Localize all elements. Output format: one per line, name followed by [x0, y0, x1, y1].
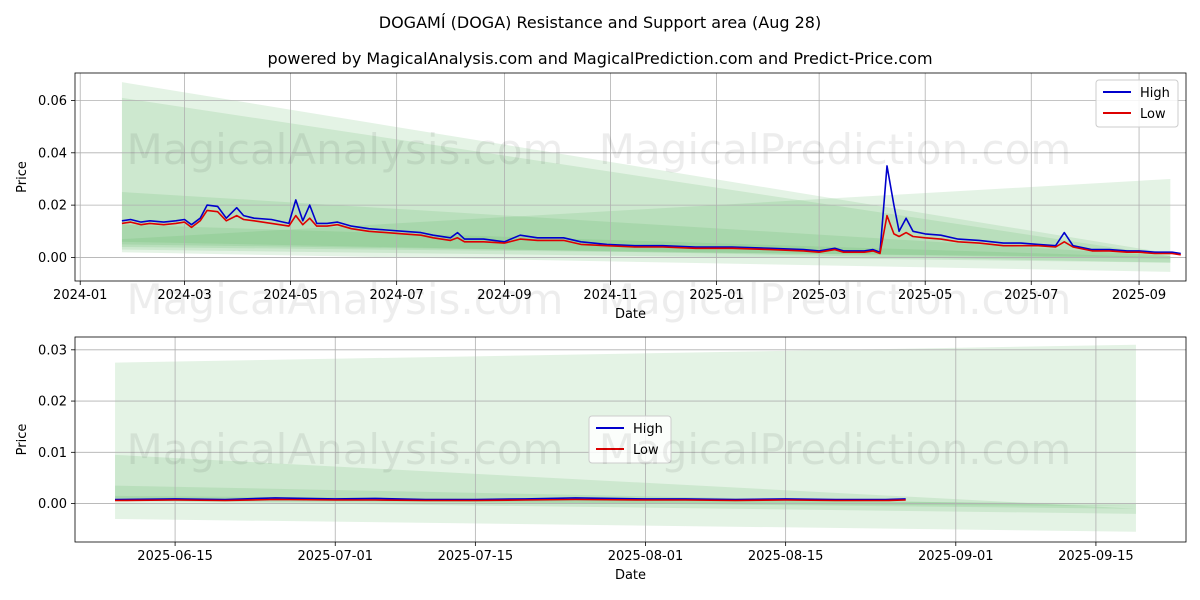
x-axis-label: Date	[615, 307, 646, 322]
legend-label-high: High	[633, 422, 663, 437]
x-tick-label: 2024-07	[369, 288, 423, 303]
legend: High Low	[1095, 79, 1179, 128]
chart-subtitle: powered by MagicalAnalysis.com and Magic…	[267, 49, 932, 68]
x-tick-label: 2024-01	[53, 288, 107, 303]
bottom-panel: 2025-06-15 2025-07-01 2025-07-15 2025-08-01…	[15, 336, 1187, 583]
watermark-text: MagicalPrediction.com	[599, 275, 1072, 324]
top-panel: 2024-01 2024-03 2024-05 2024-07 2024-09 2024-…	[15, 72, 1187, 322]
band-area-4	[121, 178, 1171, 272]
series-line-low	[121, 209, 1181, 256]
x-tick-label: 2025-03	[792, 288, 846, 303]
y-tick-label: 0.03	[38, 343, 67, 358]
y-axis-label: Price	[15, 161, 30, 193]
legend-label-low: Low	[1140, 107, 1166, 122]
x-tick-label: 2024-11	[583, 288, 637, 303]
y-tick-label: 0.06	[38, 94, 67, 109]
legend: High Low	[588, 415, 672, 464]
y-tick-label: 0.01	[38, 446, 67, 461]
band-area-1	[121, 97, 1171, 258]
y-tick-label: 0.00	[38, 497, 67, 512]
x-tick-label: 2024-05	[263, 288, 317, 303]
x-tick-label: 2025-07-01	[297, 549, 373, 564]
legend-label-low: Low	[633, 443, 659, 458]
y-tick-label: 0.04	[38, 146, 67, 161]
band-area-2	[121, 192, 1171, 263]
watermark-text: MagicalAnalysis.com	[127, 125, 564, 174]
y-tick-label: 0.00	[38, 251, 67, 266]
y-tick-label: 0.02	[38, 395, 67, 410]
chart-title: DOGAMÍ (DOGA) Resistance and Support are…	[379, 13, 821, 32]
series-line-high	[121, 165, 1181, 255]
plot-area	[75, 73, 1186, 281]
y-axis-label: Price	[15, 424, 30, 456]
band-area-2	[115, 485, 1136, 509]
watermark-text: MagicalAnalysis.com	[127, 275, 564, 324]
x-tick-label: 2025-06-15	[137, 549, 213, 564]
series-line-low	[114, 498, 906, 502]
watermark-text: MagicalPrediction.com	[599, 125, 1072, 174]
band-area-0	[121, 82, 1171, 263]
x-tick-label: 2025-07	[1004, 288, 1058, 303]
x-tick-label: 2025-08-15	[748, 549, 824, 564]
x-tick-label: 2025-07-15	[438, 549, 514, 564]
watermark-text: MagicalPrediction.com	[599, 425, 1072, 474]
x-tick-label: 2024-03	[157, 288, 211, 303]
x-tick-label: 2025-09-01	[918, 549, 994, 564]
series-line-high	[114, 497, 906, 501]
watermark-text: MagicalAnalysis.com	[127, 425, 564, 474]
y-tick-label: 0.02	[38, 199, 67, 214]
x-axis-label: Date	[615, 568, 646, 583]
legend-label-high: High	[1140, 86, 1170, 101]
x-tick-label: 2025-09-15	[1058, 549, 1134, 564]
x-tick-label: 2025-08-01	[608, 549, 684, 564]
axes-frame	[74, 336, 1187, 543]
x-tick-label: 2025-01	[689, 288, 743, 303]
x-tick-label: 2025-05	[898, 288, 952, 303]
band-area-3	[121, 224, 1171, 259]
axes-frame	[74, 72, 1187, 282]
x-tick-label: 2025-09	[1112, 288, 1166, 303]
x-tick-label: 2024-09	[477, 288, 531, 303]
